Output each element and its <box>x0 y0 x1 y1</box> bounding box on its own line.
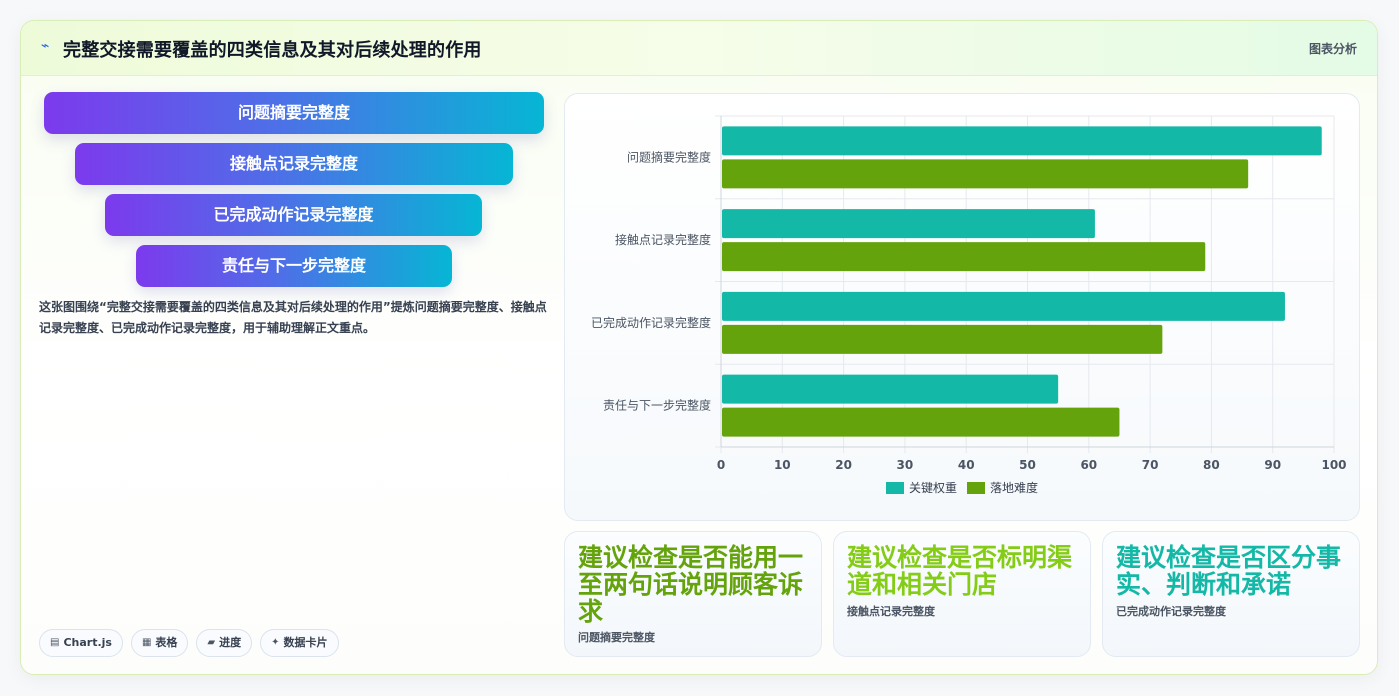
chart-description: 这张图围绕“完整交接需要覆盖的四类信息及其对后续处理的作用”提炼问题摘要完整度、… <box>39 300 547 335</box>
x-tick-label: 20 <box>835 458 852 472</box>
y-tick-label: 接触点记录完整度 <box>615 232 711 247</box>
legend-label: 落地难度 <box>990 480 1038 495</box>
legend-label: 关键权重 <box>909 481 957 495</box>
bar-weight <box>722 126 1322 156</box>
suggestion-title: 建议检查是否能用一至两句话说明顾客诉求 <box>578 543 804 626</box>
main-card: ⌁ 完整交接需要覆盖的四类信息及其对后续处理的作用 图表分析 问题摘要完整度 接… <box>20 20 1378 675</box>
x-tick-label: 40 <box>958 458 975 472</box>
y-tick-label: 问题摘要完整度 <box>627 149 711 164</box>
funnel-step-3[interactable]: 已完成动作记录完整度 <box>105 194 482 236</box>
bar-difficulty <box>722 242 1206 272</box>
chart-analysis-tag: 图表分析 <box>1308 42 1357 56</box>
x-tick-label: 90 <box>1264 458 1281 472</box>
chip-progress[interactable]: ▰ 进度 <box>196 629 253 657</box>
x-tick-label: 70 <box>1142 458 1159 472</box>
x-tick-label: 50 <box>1019 458 1036 472</box>
bar-difficulty <box>722 407 1120 437</box>
chart-icon: ▤ <box>50 637 60 648</box>
chip-label: 数据卡片 <box>283 636 328 649</box>
card-title: 完整交接需要覆盖的四类信息及其对后续处理的作用 <box>63 40 482 61</box>
funnel-step-1[interactable]: 问题摘要完整度 <box>44 92 544 134</box>
card-icon: ✦ <box>271 637 280 648</box>
x-tick-label: 0 <box>717 458 725 472</box>
x-tick-label: 30 <box>897 458 914 472</box>
legend-swatch <box>886 482 904 494</box>
suggestion-title: 建议检查是否区分事实、判断和承诺 <box>1116 543 1342 599</box>
funnel-step-2[interactable]: 接触点记录完整度 <box>75 143 513 185</box>
suggestion-caption: 接触点记录完整度 <box>847 605 935 618</box>
progress-icon: ▰ <box>207 637 216 648</box>
suggestion-caption: 问题摘要完整度 <box>578 631 655 644</box>
bar-weight <box>722 374 1059 404</box>
x-tick-label: 100 <box>1321 458 1346 472</box>
funnel-step-4[interactable]: 责任与下一步完整度 <box>136 245 452 287</box>
suggestion-title: 建议检查是否标明渠道和相关门店 <box>847 543 1073 599</box>
suggestion-card-2: 建议检查是否标明渠道和相关门店 接触点记录完整度 <box>833 531 1091 657</box>
bar-weight <box>722 209 1095 239</box>
x-tick-label: 10 <box>774 458 791 472</box>
chip-label: Chart.js <box>63 636 112 649</box>
chip-table[interactable]: ▦ 表格 <box>130 629 189 657</box>
spark-icon: ⌁ <box>41 38 50 54</box>
table-icon: ▦ <box>141 637 152 648</box>
y-tick-label: 责任与下一步完整度 <box>603 398 711 413</box>
chip-label: 表格 <box>155 636 178 649</box>
legend-swatch <box>967 482 985 494</box>
suggestion-card-3: 建议检查是否区分事实、判断和承诺 已完成动作记录完整度 <box>1102 531 1360 657</box>
x-tick-label: 60 <box>1080 458 1097 472</box>
suggestion-card-1: 建议检查是否能用一至两句话说明顾客诉求 问题摘要完整度 <box>564 531 822 657</box>
card-header: ⌁ 完整交接需要覆盖的四类信息及其对后续处理的作用 图表分析 <box>21 21 1377 76</box>
tool-chips: ▤ Chart.js ▦ 表格 ▰ 进度 ✦ 数据卡片 <box>39 629 339 657</box>
chip-chartjs[interactable]: ▤ Chart.js <box>39 629 123 657</box>
bar-difficulty <box>722 324 1163 354</box>
x-tick-label: 80 <box>1203 458 1220 472</box>
suggestion-caption: 已完成动作记录完整度 <box>1116 605 1226 618</box>
chart-panel: 问题摘要完整度接触点记录完整度已完成动作记录完整度责任与下一步完整度 0 10 20 3… <box>564 93 1360 521</box>
chip-data-card[interactable]: ✦ 数据卡片 <box>260 629 339 657</box>
y-tick-label: 已完成动作记录完整度 <box>591 315 711 330</box>
bar-weight <box>722 291 1285 321</box>
bar-difficulty <box>722 159 1249 189</box>
chip-label: 进度 <box>219 636 242 649</box>
